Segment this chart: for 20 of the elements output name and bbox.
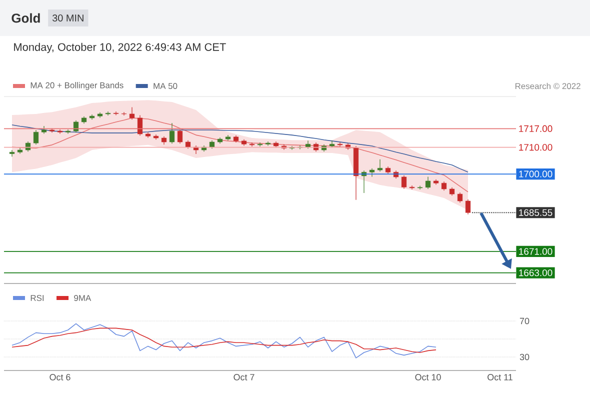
x-tick-label: Oct 11 [488, 374, 512, 380]
text: 30 MIN [52, 14, 84, 22]
chart-subtitle: Monday, October 10, 2022 6:49:43 AM CET [14, 42, 226, 54]
y-tick-label: 30 [520, 354, 530, 360]
chart-title: Gold [12, 13, 40, 23]
y-tick-label: 1671.00 [519, 248, 552, 255]
y-tick-label: 70 [520, 318, 530, 324]
legend-label: 9MA [74, 295, 92, 301]
y-tick-label: 1717.00 [519, 125, 552, 132]
y-tick-label: 1710.00 [519, 144, 552, 151]
y-tick-label: 1700.00 [519, 170, 552, 178]
legend-label: RSI [30, 295, 44, 301]
text: Research © 2022 [515, 82, 580, 90]
y-tick-label: 1663.00 [519, 269, 552, 276]
x-tick-label: Oct 10 [415, 374, 441, 380]
legend-label: MA 20 + Bollinger Bands [30, 82, 124, 90]
x-tick-label: Oct 7 [234, 374, 254, 380]
legend-label: MA 50 [154, 83, 178, 89]
x-tick-label: Oct 6 [50, 374, 70, 380]
y-tick-label: 1685.55 [519, 209, 552, 216]
